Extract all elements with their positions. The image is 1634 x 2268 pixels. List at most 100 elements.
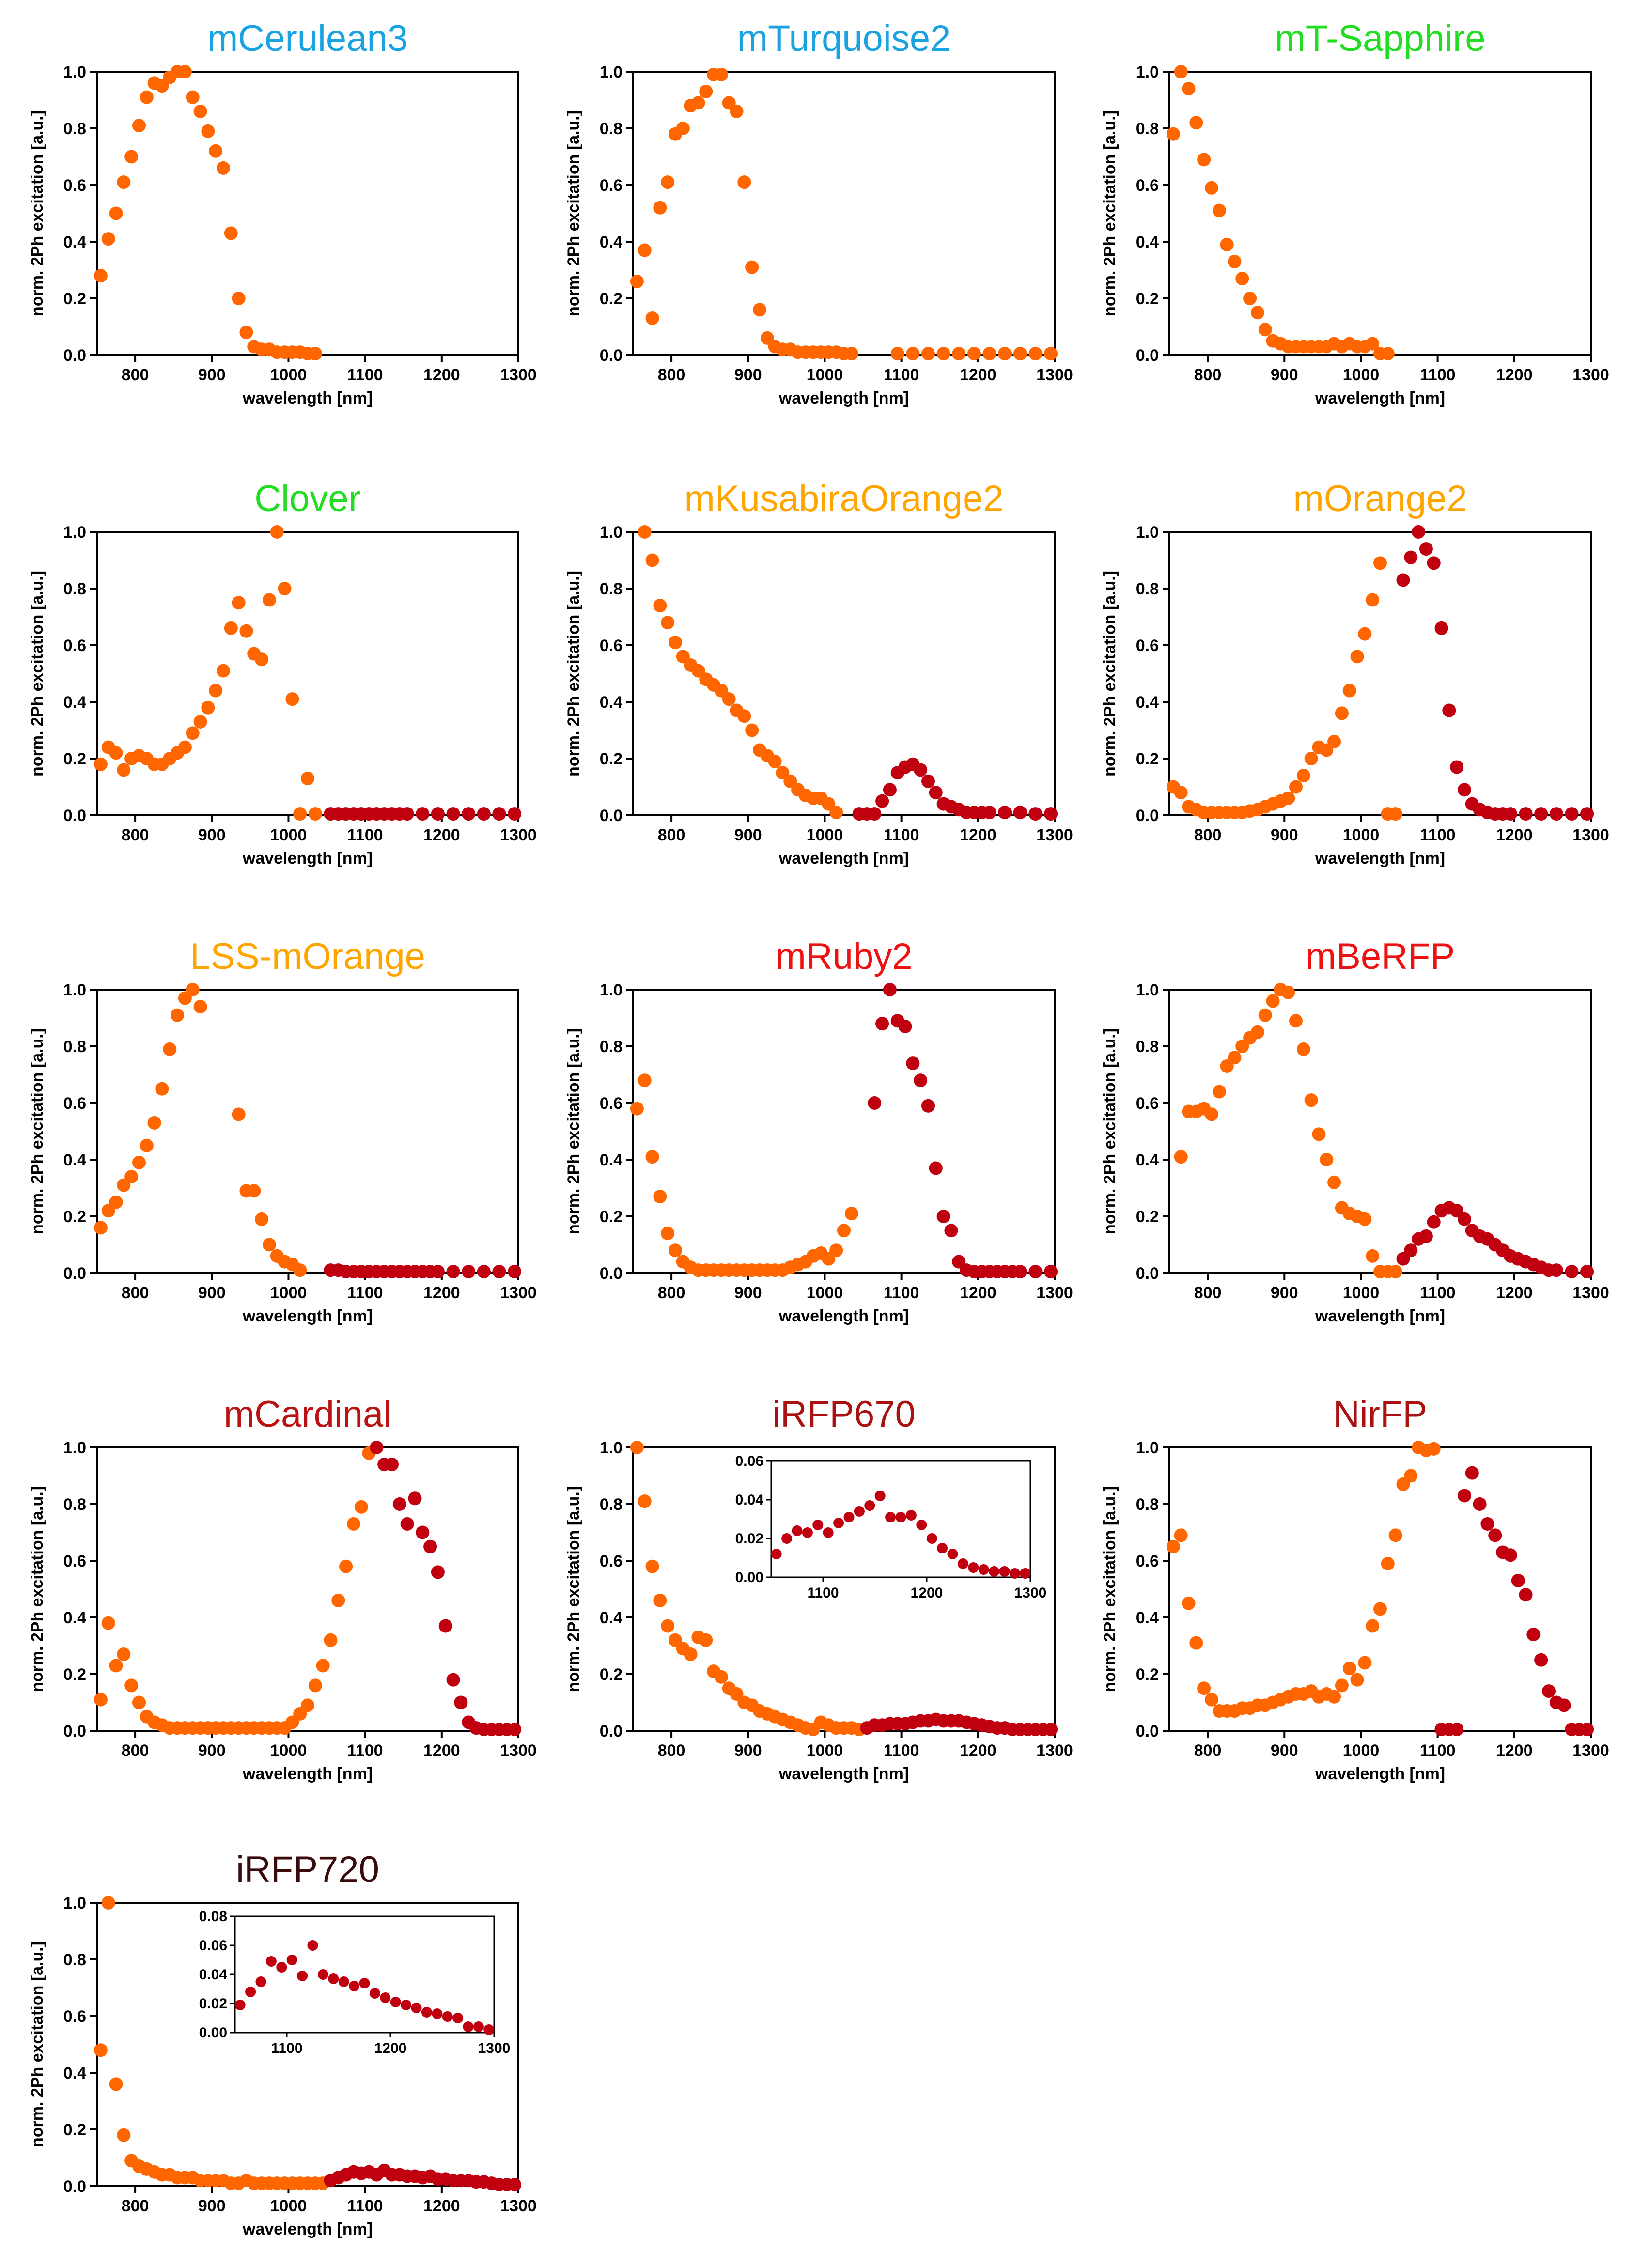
- data-point-orange: [906, 347, 920, 361]
- data-point-darkred: [1565, 1265, 1579, 1279]
- data-point-darkred: [1503, 1548, 1517, 1562]
- x-tick-label: 1300: [1036, 366, 1073, 384]
- data-point-darkred: [1404, 1243, 1418, 1258]
- inset-x-tick-label: 1200: [911, 1585, 943, 1601]
- inset-data-point: [1020, 1568, 1031, 1579]
- data-point-orange: [232, 596, 246, 610]
- data-point-orange: [1327, 734, 1341, 748]
- data-point-orange: [1312, 1127, 1326, 1141]
- y-tick-label: 0.6: [600, 1552, 622, 1570]
- data-point-darkred: [423, 1539, 437, 1553]
- x-tick-label: 900: [198, 1284, 226, 1302]
- chart-title: iRFP720: [236, 1849, 379, 1890]
- x-tick-label: 900: [198, 2197, 226, 2215]
- data-point-orange: [638, 1073, 652, 1087]
- x-tick-label: 800: [658, 1284, 685, 1302]
- data-point-orange: [1366, 1619, 1380, 1633]
- inset-x-tick-label: 1100: [807, 1585, 839, 1601]
- x-tick-label: 900: [198, 826, 226, 844]
- x-tick-label: 1100: [347, 1284, 383, 1302]
- x-tick-label: 900: [734, 1284, 762, 1302]
- chart-title: Clover: [254, 478, 361, 519]
- data-point-orange: [661, 1619, 675, 1633]
- data-point-orange: [147, 1116, 161, 1130]
- data-point-darkred: [1511, 1573, 1525, 1587]
- x-tick-label: 1100: [1420, 1284, 1456, 1302]
- data-point-darkred: [1557, 1698, 1571, 1712]
- y-axis-label: norm. 2Ph excitation [a.u.]: [564, 1028, 583, 1234]
- data-point-orange: [324, 1633, 338, 1647]
- x-tick-label: 1000: [270, 2197, 307, 2215]
- y-tick-label: 0.4: [63, 1609, 86, 1627]
- chart-panel-9: mCardinal 0.0 0.2 0.4 0.6 0.8 1.0 800 900 1000 110…: [28, 1394, 537, 1783]
- data-point-orange: [653, 201, 667, 215]
- x-tick-label: 1100: [884, 826, 919, 844]
- chart-title: mBeRFP: [1306, 936, 1455, 977]
- inset-data-point: [265, 1956, 277, 1967]
- y-tick-label: 0.0: [63, 346, 86, 365]
- data-point-orange: [1228, 254, 1242, 268]
- data-point-orange: [193, 104, 207, 118]
- chart-panel-6: LSS-mOrange 0.0 0.2 0.4 0.6 0.8 1.0 800 900 1000 1…: [28, 936, 537, 1325]
- data-point-orange: [699, 1633, 713, 1647]
- data-point-orange: [645, 553, 659, 567]
- data-point-orange: [93, 1693, 108, 1707]
- plot-frame: [1168, 71, 1592, 356]
- y-tick-label: 0.8: [1136, 1038, 1159, 1056]
- chart-title: NirFP: [1333, 1394, 1427, 1435]
- data-point-darkred: [370, 1441, 384, 1454]
- data-point-orange: [829, 1243, 843, 1258]
- y-tick-label: 0.4: [600, 693, 622, 712]
- data-point-orange: [1182, 82, 1196, 96]
- data-point-orange: [93, 757, 108, 771]
- data-point-darkred: [914, 763, 928, 777]
- data-point-darkred: [914, 1073, 928, 1087]
- data-point-orange: [1258, 323, 1272, 337]
- y-tick-label: 0.8: [63, 1951, 86, 1969]
- x-tick-label: 1200: [423, 1284, 460, 1302]
- data-point-orange: [737, 709, 751, 723]
- y-tick-label: 0.2: [1136, 1665, 1159, 1684]
- plot-frame: [96, 1446, 519, 1732]
- data-point-darkred: [1519, 807, 1533, 821]
- data-point-orange: [1182, 1596, 1196, 1610]
- y-tick-label: 0.4: [1136, 1609, 1159, 1627]
- plot-frame: [96, 531, 519, 816]
- inset-data-point: [411, 2003, 422, 2013]
- y-tick-label: 0.8: [600, 120, 622, 138]
- x-tick-label: 1200: [1496, 366, 1533, 384]
- y-tick-label: 0.8: [600, 1038, 622, 1056]
- inset-y-tick-label: 0.06: [735, 1453, 763, 1469]
- y-tick-label: 0.4: [1136, 693, 1159, 712]
- y-tick-label: 0.2: [600, 290, 622, 308]
- data-point-orange: [1373, 1602, 1387, 1616]
- y-tick-label: 0.8: [63, 1495, 86, 1514]
- inset-y-tick-label: 0.00: [735, 1569, 763, 1585]
- data-point-orange: [1304, 1093, 1318, 1107]
- y-axis-label: norm. 2Ph excitation [a.u.]: [564, 571, 583, 777]
- data-point-orange: [684, 1647, 698, 1662]
- x-axis-label: wavelength [nm]: [1315, 849, 1445, 868]
- inset-data-point: [947, 1549, 958, 1559]
- y-axis-label: norm. 2Ph excitation [a.u.]: [564, 1486, 583, 1692]
- data-point-darkred: [477, 807, 491, 821]
- inset-data-point: [307, 1940, 318, 1951]
- data-point-orange: [117, 763, 131, 777]
- plot-frame: [1168, 1446, 1592, 1732]
- data-point-orange: [239, 624, 253, 638]
- data-point-darkred: [1450, 760, 1464, 774]
- x-tick-label: 1000: [270, 826, 307, 844]
- x-tick-label: 1300: [1572, 1284, 1609, 1302]
- data-point-orange: [1342, 684, 1356, 698]
- data-point-orange: [346, 1517, 360, 1531]
- data-point-darkred: [1549, 807, 1563, 821]
- x-tick-label: 900: [734, 1741, 762, 1760]
- data-point-darkred: [1580, 807, 1594, 821]
- x-tick-label: 900: [734, 366, 762, 384]
- y-tick-label: 0.8: [1136, 580, 1159, 598]
- x-axis-label: wavelength [nm]: [778, 1307, 909, 1325]
- data-point-darkred: [1450, 1723, 1464, 1737]
- chart-title: mKusabiraOrange2: [684, 478, 1003, 519]
- data-point-darkred: [416, 807, 430, 821]
- inset-data-point: [926, 1533, 937, 1544]
